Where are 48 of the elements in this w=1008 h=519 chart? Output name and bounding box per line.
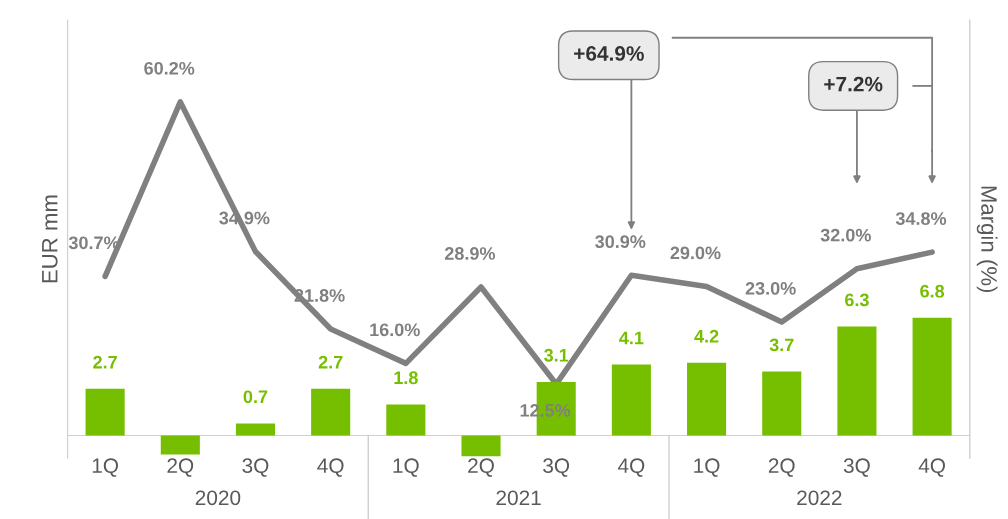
y-axis-title: EUR mm xyxy=(42,195,58,283)
x-tick-label: 1Q xyxy=(393,458,419,477)
data-label: 3.7 xyxy=(769,338,794,352)
text: 2022 xyxy=(797,490,842,506)
data-label: 4.2 xyxy=(694,329,719,343)
x-tick-label: 1Q xyxy=(694,458,720,477)
bar xyxy=(311,388,351,436)
data-label: 23.0% xyxy=(745,281,796,295)
x-tick-label: 2Q xyxy=(167,458,194,477)
data-label: 34.8% xyxy=(895,212,947,225)
text: 2020 xyxy=(195,490,241,506)
x-tick-label: 3Q xyxy=(543,458,570,477)
data-label: 1.8 xyxy=(394,371,418,385)
x-tick-label: 2Q xyxy=(468,458,494,477)
x-tick-label: 1Q xyxy=(92,458,119,477)
data-label: 60.2% xyxy=(144,61,195,75)
bar xyxy=(912,317,952,436)
text: 2021 xyxy=(496,490,541,506)
bar xyxy=(386,404,426,436)
bar xyxy=(160,435,200,455)
data-label: 4.1 xyxy=(619,331,644,345)
annotation: +7.2% xyxy=(824,76,883,92)
x-tick-label: 3Q xyxy=(843,458,870,477)
data-label: 0.7 xyxy=(243,390,268,404)
data-label: 6.3 xyxy=(845,293,869,307)
x-tick-label: 4Q xyxy=(918,458,946,477)
bar xyxy=(611,364,651,436)
data-label: 30.9% xyxy=(595,235,646,249)
y2-axis-title: Margin (%) xyxy=(976,186,998,293)
bar xyxy=(235,423,276,436)
x-tick-label: 4Q xyxy=(617,458,645,477)
data-label: 28.9% xyxy=(444,247,496,260)
x-tick-label: 2Q xyxy=(768,458,795,477)
data-label: 29.0% xyxy=(670,246,721,260)
data-label: 6.8 xyxy=(920,284,945,298)
data-label: 16.0% xyxy=(370,323,420,337)
bar xyxy=(461,435,501,457)
bar xyxy=(837,326,877,436)
annotation: +64.9% xyxy=(574,46,644,61)
x-tick-label: 3Q xyxy=(242,458,269,477)
data-label: 3.1 xyxy=(544,348,569,362)
data-label: 32.0% xyxy=(820,228,871,242)
data-label: 2.7 xyxy=(318,355,343,369)
bar xyxy=(762,371,802,436)
data-label: 2.7 xyxy=(93,355,117,369)
bar xyxy=(687,362,727,436)
bar xyxy=(85,388,125,436)
x-tick-label: 4Q xyxy=(317,458,344,477)
